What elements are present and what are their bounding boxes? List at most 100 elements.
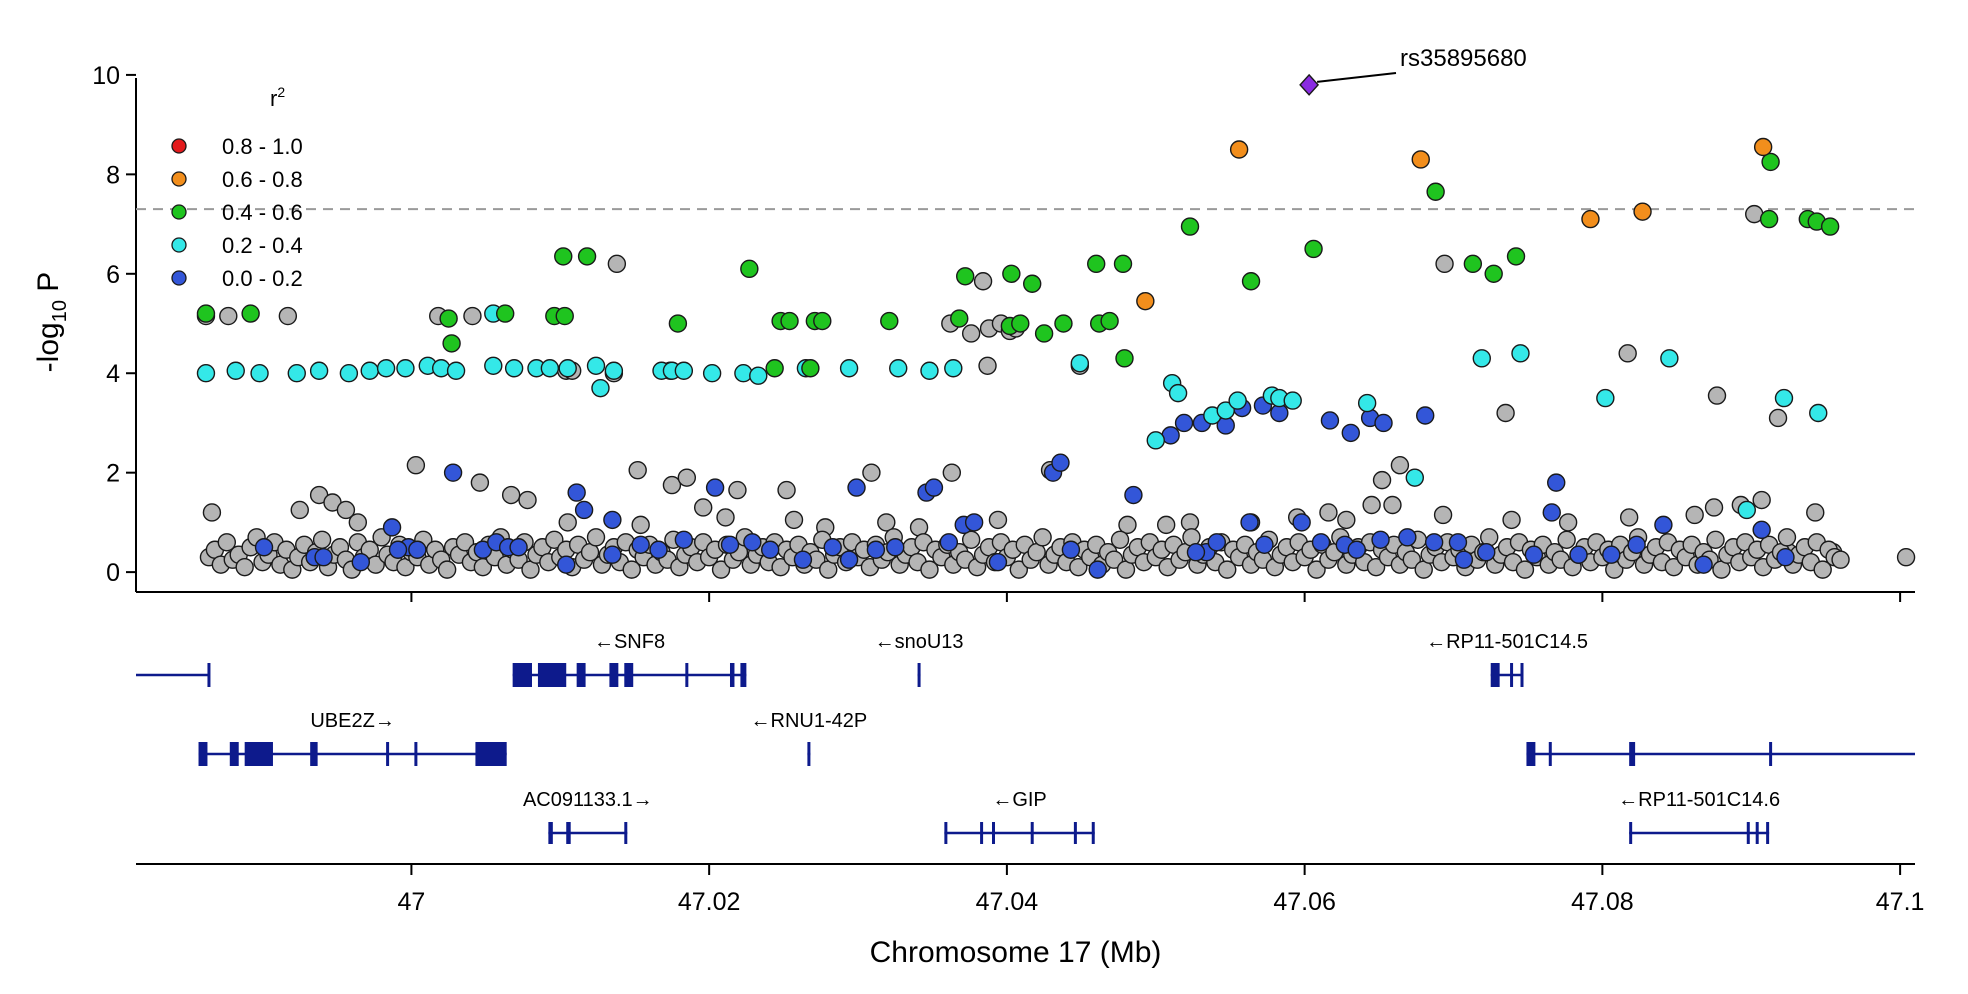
data-point — [1685, 505, 1704, 525]
data-point — [1180, 217, 1200, 236]
legend-title: r2 — [270, 84, 285, 111]
data-point — [1372, 470, 1392, 490]
gene-exon — [1769, 742, 1773, 766]
data-point — [866, 540, 886, 559]
data-point — [631, 535, 650, 554]
lead-snp-label: rs35895680 — [1400, 45, 1527, 72]
data-point — [1809, 403, 1828, 423]
data-point — [1113, 254, 1133, 274]
data-point — [1776, 547, 1795, 567]
legend: r2 0.8 - 1.0 0.6 - 0.8 0.4 - 0.6 0.2 - 0.4 0.… — [171, 84, 303, 291]
data-point — [470, 473, 490, 492]
y-axis-title-tail: P — [32, 272, 65, 300]
gene-label: ←RNU1-42P — [751, 710, 868, 732]
data-point — [956, 267, 975, 286]
x-tick-label: 47.02 — [678, 888, 741, 916]
data-point — [880, 311, 899, 331]
data-point — [226, 361, 245, 380]
data-point — [463, 306, 482, 326]
data-point — [1426, 182, 1445, 201]
data-point — [1218, 560, 1237, 579]
data-point — [740, 259, 759, 279]
data-point — [1619, 508, 1639, 527]
data-point — [554, 247, 573, 266]
data-point — [711, 560, 731, 579]
data-point — [1088, 560, 1107, 579]
y-axis-title-main: -log — [32, 322, 65, 372]
gene-exon — [1629, 742, 1636, 766]
data-point — [1433, 505, 1453, 525]
data-point — [1124, 485, 1143, 505]
y-axis-title-subscript: 10 — [49, 300, 71, 322]
data-point — [1390, 456, 1410, 475]
data-point — [360, 361, 379, 380]
gene-exon — [1766, 822, 1770, 844]
data-point — [1416, 406, 1435, 425]
data-point — [1627, 535, 1646, 554]
data-point — [219, 306, 238, 326]
data-point — [920, 361, 939, 380]
data-point — [1228, 391, 1247, 410]
data-point — [1207, 533, 1226, 552]
data-point — [443, 463, 463, 482]
data-point — [396, 359, 415, 378]
x-axis-title: Chromosome 17 (Mb) — [870, 936, 1162, 969]
gene-exon — [624, 663, 634, 687]
data-point — [1371, 530, 1390, 549]
gene-label: UBE2Z→ — [310, 710, 394, 732]
data-point — [1002, 264, 1021, 283]
data-point — [254, 538, 274, 557]
gene-exon — [548, 822, 553, 844]
gene-exon — [475, 742, 507, 766]
data-point — [1304, 239, 1323, 259]
x-axis: 47 47.02 47.04 47.06 47.08 47.1 — [136, 863, 1924, 916]
data-point — [574, 500, 594, 520]
gene-exon — [1091, 822, 1095, 844]
axes-group: 0 2 4 6 8 10 — [92, 62, 1915, 602]
data-point — [336, 500, 356, 520]
data-point — [1118, 515, 1137, 535]
y-tick-label: 2 — [106, 460, 120, 488]
data-point — [813, 311, 832, 331]
data-point — [1752, 520, 1771, 540]
data-point — [716, 508, 735, 527]
legend-label: 0.2 - 0.4 — [222, 233, 303, 258]
data-point — [942, 463, 962, 482]
data-point — [1405, 468, 1424, 487]
gene-label: ←snoU13 — [875, 631, 964, 653]
data-point — [964, 513, 984, 532]
legend-swatch — [171, 270, 187, 286]
data-point — [1366, 557, 1386, 577]
data-point — [603, 545, 622, 564]
data-point — [978, 356, 997, 375]
scatter-points — [196, 137, 1916, 579]
legend-swatch — [171, 138, 187, 154]
gene-exon — [207, 663, 211, 687]
data-point — [1896, 547, 1916, 567]
data-point — [961, 530, 981, 549]
data-point — [877, 513, 896, 532]
data-point — [847, 478, 866, 497]
data-point — [924, 478, 944, 497]
gene-exon — [917, 663, 921, 687]
data-point — [1347, 540, 1366, 559]
gene-exon — [729, 663, 735, 687]
gene-exon — [198, 742, 208, 766]
data-point — [1022, 274, 1042, 293]
data-point — [1100, 311, 1119, 331]
data-point — [1569, 545, 1588, 564]
gene-exon — [609, 663, 619, 687]
data-point — [1472, 349, 1491, 368]
gene-exon — [566, 822, 571, 844]
data-point — [677, 468, 697, 487]
lead-snp-pointer — [1316, 72, 1397, 83]
data-point — [1768, 408, 1788, 428]
data-point — [765, 359, 784, 378]
data-point — [1337, 510, 1356, 530]
data-point — [495, 304, 515, 323]
gene-exon — [1755, 822, 1759, 844]
data-point — [1704, 498, 1724, 517]
data-point — [973, 272, 993, 291]
data-point — [1707, 386, 1727, 405]
